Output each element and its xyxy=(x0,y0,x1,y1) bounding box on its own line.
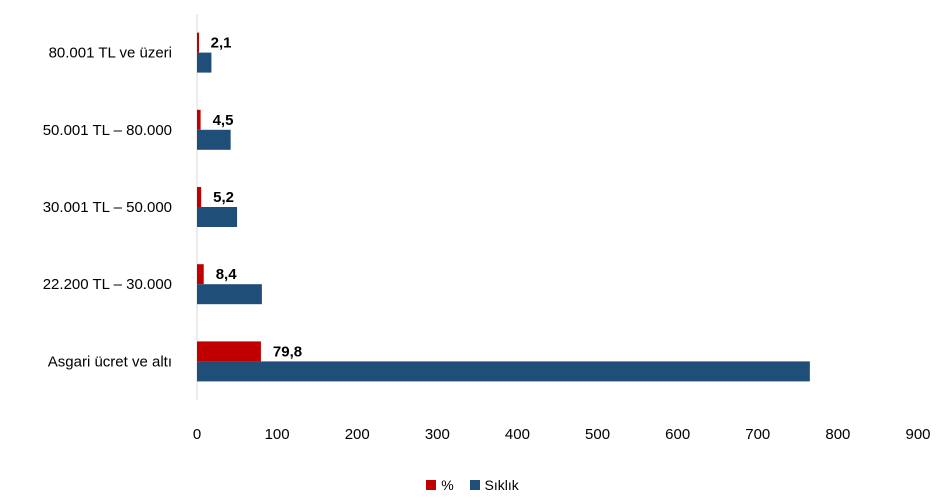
legend-item-siklik: Sıklık xyxy=(469,477,519,493)
bar-siklik xyxy=(197,129,231,150)
category-label: 22.200 TL – 30.000 xyxy=(43,276,172,293)
bar-siklik xyxy=(197,52,212,73)
x-tick-label: 200 xyxy=(345,426,370,443)
bar-percent xyxy=(197,109,201,130)
x-tick-label: 500 xyxy=(585,426,610,443)
bar-percent xyxy=(197,187,202,207)
data-label-percent: 79,8 xyxy=(273,343,302,360)
bar-percent xyxy=(197,32,199,53)
x-tick-label: 400 xyxy=(505,426,530,443)
bar-percent xyxy=(197,341,261,362)
legend-label-siklik: Sıklık xyxy=(484,477,519,493)
data-label-percent: 5,2 xyxy=(213,189,234,206)
category-label: Asgari ücret ve altı xyxy=(48,353,172,370)
bar-percent xyxy=(197,264,204,285)
legend-swatch-percent xyxy=(426,480,437,490)
legend-item-percent: % xyxy=(426,477,454,493)
bar-siklik xyxy=(197,207,238,227)
x-tick-label: 0 xyxy=(193,426,201,443)
x-tick-label: 100 xyxy=(265,426,290,443)
x-tick-label: 900 xyxy=(905,426,930,443)
x-tick-label: 300 xyxy=(425,426,450,443)
data-label-percent: 8,4 xyxy=(216,266,238,283)
x-tick-label: 700 xyxy=(745,426,770,443)
data-label-percent: 2,1 xyxy=(211,35,232,52)
category-label: 30.001 TL – 50.000 xyxy=(43,199,172,216)
legend-swatch-siklik xyxy=(469,480,480,490)
bar-siklik xyxy=(197,361,810,382)
legend: % Sıklık xyxy=(0,477,945,493)
category-label: 80.001 TL ve üzeri xyxy=(49,45,172,62)
bar-siklik xyxy=(197,284,262,305)
x-tick-label: 800 xyxy=(825,426,850,443)
category-label: 50.001 TL – 80.000 xyxy=(43,122,172,139)
data-label-percent: 4,5 xyxy=(213,112,234,129)
legend-label-percent: % xyxy=(441,477,454,493)
x-tick-label: 600 xyxy=(665,426,690,443)
